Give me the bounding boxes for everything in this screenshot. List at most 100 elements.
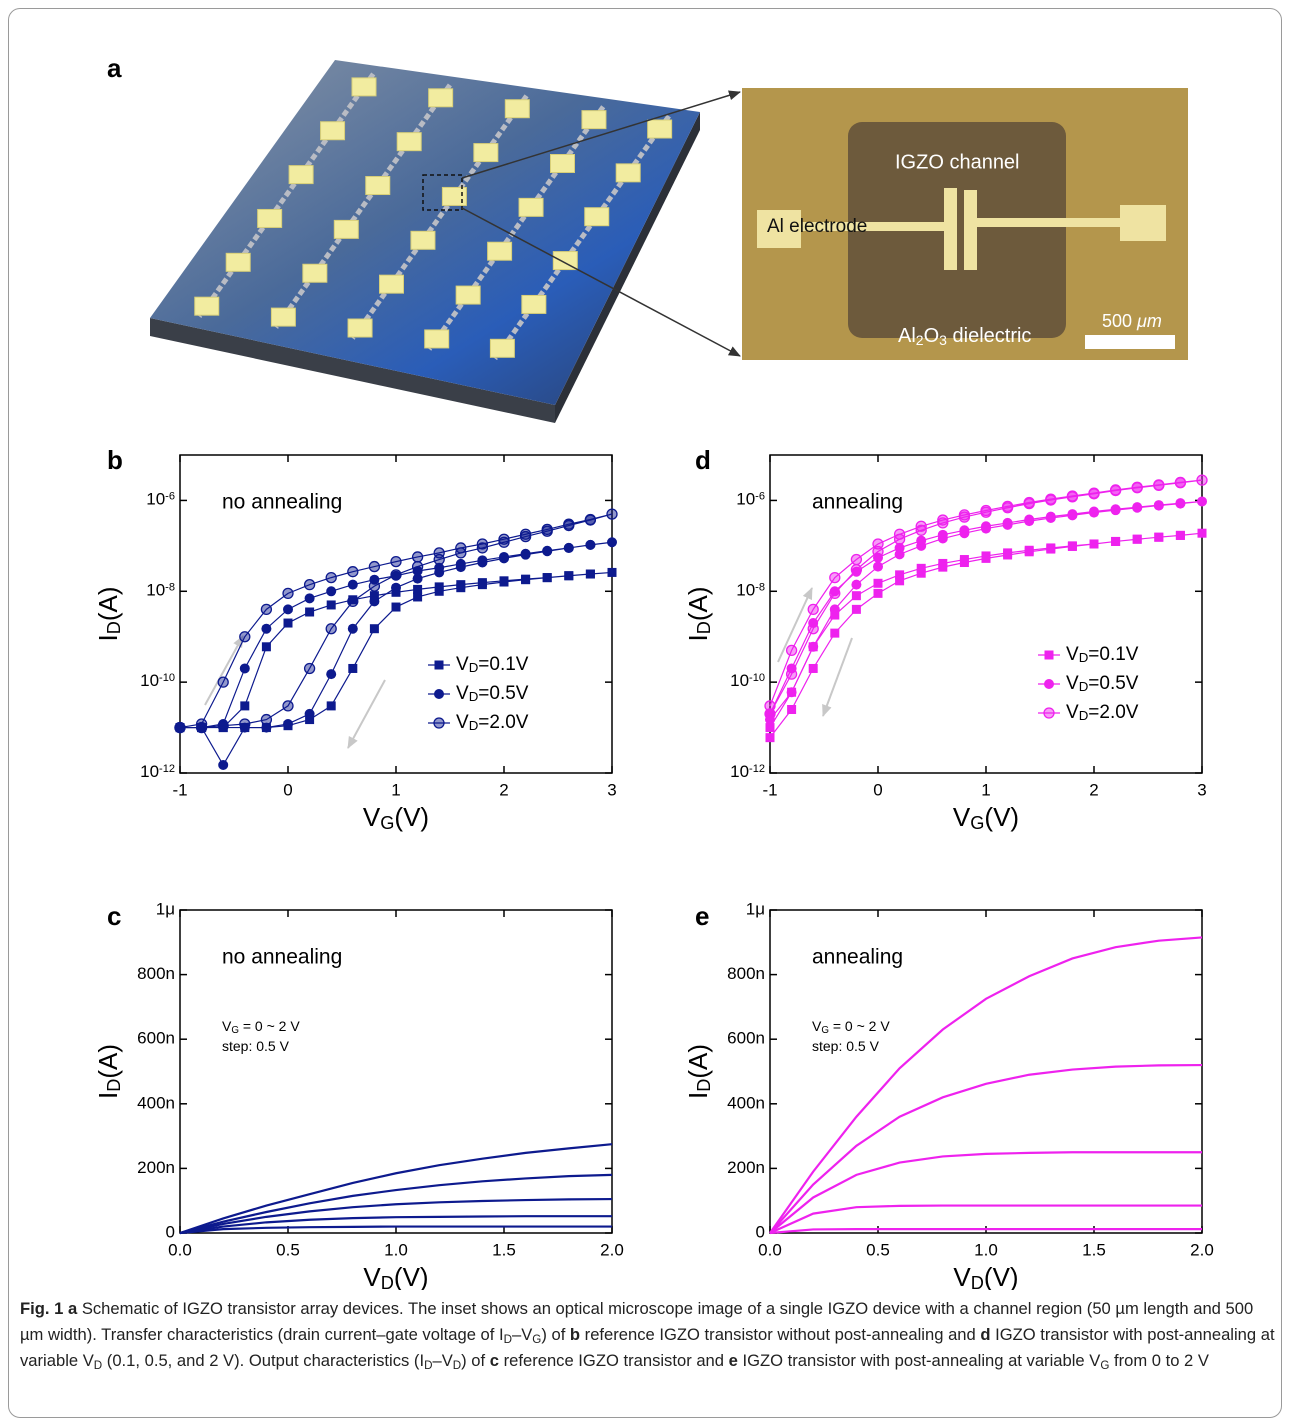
marker: [218, 677, 228, 687]
text-run: dielectric: [947, 325, 1031, 347]
marker: [766, 733, 775, 742]
marker: [369, 581, 379, 591]
caption-text: a: [68, 1299, 77, 1318]
annotation: annealing: [812, 491, 903, 514]
y-tick-label: 0: [756, 1222, 765, 1241]
text-run: D: [469, 689, 479, 704]
pad: [522, 295, 546, 313]
marker: [959, 528, 969, 538]
caption-text: d: [980, 1325, 990, 1344]
marker: [240, 701, 249, 710]
marker: [175, 723, 185, 733]
x-tick-label: 2: [499, 780, 508, 799]
marker: [348, 580, 358, 590]
annotation: no annealing: [222, 491, 342, 514]
marker: [809, 664, 818, 673]
text-run: 10: [730, 672, 749, 691]
legend-label: VD=0.5V: [1066, 673, 1139, 694]
panel-label: c: [107, 901, 121, 931]
marker: [283, 588, 293, 598]
marker: [391, 557, 401, 567]
pad: [258, 209, 282, 227]
text-run: 10: [146, 581, 165, 600]
figure: IGZO channel Al electrode Al2O3 dielectr…: [0, 0, 1292, 1290]
caption-text: ) of: [541, 1325, 570, 1344]
marker: [564, 543, 574, 553]
text-run: -10: [749, 672, 765, 684]
text-run: V: [456, 683, 469, 704]
pad: [585, 208, 609, 226]
text-run: 10: [140, 672, 159, 691]
pad: [195, 297, 219, 315]
pad: [490, 339, 514, 357]
marker: [960, 558, 969, 567]
marker: [261, 624, 271, 634]
marker: [895, 576, 904, 585]
marker: [873, 562, 883, 572]
marker: [981, 524, 991, 534]
legend-marker: [1044, 708, 1054, 718]
text-run: 10: [736, 581, 755, 600]
marker: [608, 568, 617, 577]
x-tick-label: 0.5: [866, 1240, 890, 1259]
marker: [1154, 480, 1164, 490]
y-axis-label: ID(A): [683, 586, 714, 641]
x-axis-label: VD(V): [953, 1262, 1018, 1290]
text-run: G: [380, 813, 394, 833]
marker: [1003, 550, 1012, 559]
marker: [564, 571, 573, 580]
marker: [284, 619, 293, 628]
marker: [413, 574, 423, 584]
text-run: I: [683, 634, 713, 641]
scale-bar: [1085, 335, 1175, 349]
sweep-arrow: [823, 638, 852, 716]
pad: [505, 100, 529, 118]
caption-text: e: [729, 1351, 738, 1370]
text-run: (V): [394, 1262, 429, 1290]
marker: [981, 507, 991, 517]
marker: [542, 546, 552, 556]
pad: [352, 78, 376, 96]
text-run: step: 0.5 V: [812, 1038, 880, 1054]
text-run: O: [924, 325, 940, 347]
pad: [519, 198, 543, 216]
annotation: annealing: [812, 946, 903, 969]
panel-label: e: [695, 901, 709, 931]
marker: [456, 562, 466, 572]
marker: [765, 709, 775, 719]
caption-text: (0.1, 0.5, and 2 V). Output characterist…: [102, 1351, 424, 1370]
text-run: 10: [140, 762, 159, 781]
x-tick-label: 0.0: [168, 1240, 192, 1259]
x-axis-label: VD(V): [363, 1262, 428, 1290]
marker: [787, 645, 797, 655]
x-tick-label: 2.0: [600, 1240, 624, 1259]
legend-label: VD=2.0V: [1066, 702, 1139, 723]
marker: [348, 664, 357, 673]
y-tick-label: 10-12: [140, 762, 175, 781]
marker: [305, 580, 315, 590]
marker: [327, 600, 336, 609]
channel-label: IGZO channel: [895, 151, 1020, 173]
page: { "panel_a": { "panel": "a", "channel_la…: [0, 0, 1292, 1428]
annotation: no annealing: [222, 946, 342, 969]
pad: [616, 164, 640, 182]
marker: [305, 593, 315, 603]
y-tick-label: 200n: [727, 1158, 765, 1177]
marker: [830, 604, 840, 614]
marker: [1090, 539, 1099, 548]
text-run: Al: [898, 325, 916, 347]
text-run: I: [93, 634, 123, 641]
marker: [413, 592, 422, 601]
marker: [1111, 486, 1121, 496]
electrode-pad: [1120, 205, 1166, 241]
marker: [261, 604, 271, 614]
caption-text: D: [504, 1333, 512, 1346]
y-tick-label: 0: [166, 1222, 175, 1241]
x-tick-label: 2: [1089, 780, 1098, 799]
legend-marker: [1045, 651, 1054, 660]
text-run: =0.5V: [1088, 673, 1139, 694]
marker: [1111, 537, 1120, 546]
text-run: V: [953, 1262, 971, 1290]
marker: [1068, 542, 1077, 551]
marker: [240, 719, 250, 729]
